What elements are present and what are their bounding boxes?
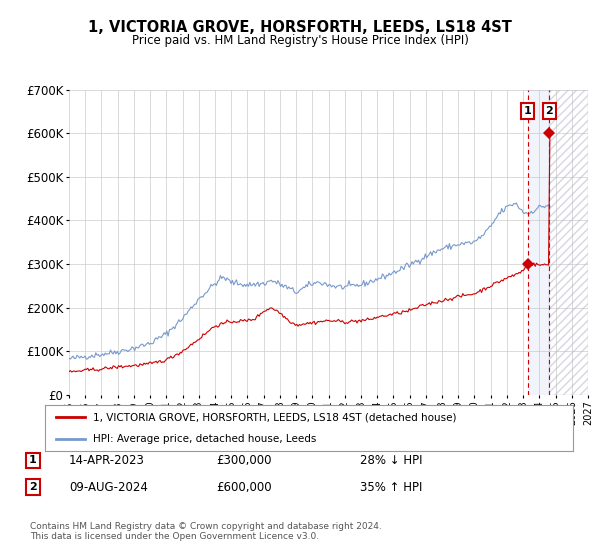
Text: 1, VICTORIA GROVE, HORSFORTH, LEEDS, LS18 4ST: 1, VICTORIA GROVE, HORSFORTH, LEEDS, LS1…	[88, 20, 512, 35]
Bar	[528, 90, 549, 395]
Text: Contains HM Land Registry data © Crown copyright and database right 2024.
This d: Contains HM Land Registry data © Crown c…	[30, 522, 382, 542]
Text: Price paid vs. HM Land Registry's House Price Index (HPI): Price paid vs. HM Land Registry's House …	[131, 34, 469, 46]
Text: £600,000: £600,000	[216, 480, 272, 494]
Bar	[549, 90, 588, 395]
Text: 14-APR-2023: 14-APR-2023	[69, 454, 145, 467]
Text: 28% ↓ HPI: 28% ↓ HPI	[360, 454, 422, 467]
Text: £300,000: £300,000	[216, 454, 271, 467]
Text: 1, VICTORIA GROVE, HORSFORTH, LEEDS, LS18 4ST (detached house): 1, VICTORIA GROVE, HORSFORTH, LEEDS, LS1…	[92, 412, 456, 422]
Text: HPI: Average price, detached house, Leeds: HPI: Average price, detached house, Leed…	[92, 435, 316, 444]
Text: 2: 2	[29, 482, 37, 492]
Text: 09-AUG-2024: 09-AUG-2024	[69, 480, 148, 494]
Text: 35% ↑ HPI: 35% ↑ HPI	[360, 480, 422, 494]
Text: 1: 1	[29, 455, 37, 465]
Text: 1: 1	[524, 106, 532, 116]
Text: 2: 2	[545, 106, 553, 116]
